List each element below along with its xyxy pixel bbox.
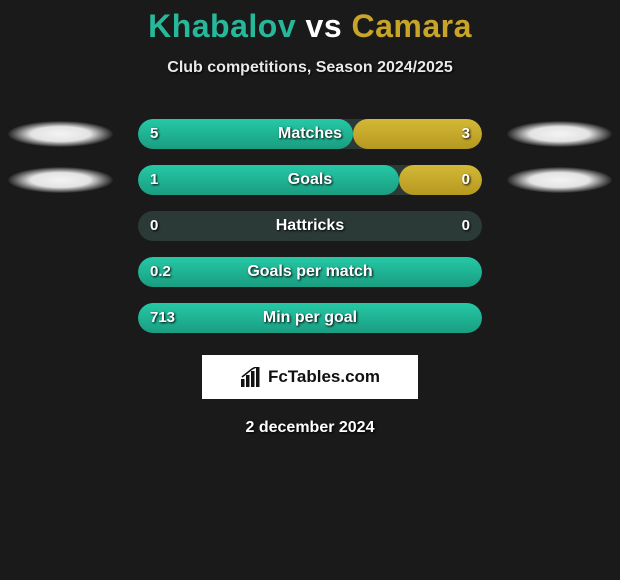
stat-row: Min per goal713 [0, 303, 620, 333]
title-player1: Khabalov [148, 8, 296, 44]
stats-rows: Matches53Goals10Hattricks00Goals per mat… [0, 119, 620, 333]
stat-label: Min per goal [138, 303, 482, 333]
page-title: Khabalov vs Camara [0, 0, 620, 45]
brand-text: FcTables.com [268, 367, 380, 387]
brand-badge[interactable]: FcTables.com [202, 355, 418, 399]
stat-value-right: 3 [462, 119, 470, 149]
stat-row: Goals per match0.2 [0, 257, 620, 287]
comparison-widget: Khabalov vs Camara Club competitions, Se… [0, 0, 620, 437]
stat-bar-track: Min per goal713 [138, 303, 482, 333]
player-shadow-right [507, 121, 612, 147]
title-vs: vs [306, 8, 343, 44]
player-shadow-left [8, 167, 113, 193]
stat-bar-track: Hattricks0 0 [138, 211, 482, 241]
stat-row: Matches5 3 [0, 119, 620, 149]
stat-label: Hattricks [138, 211, 482, 241]
stat-value-right: 0 [462, 165, 470, 195]
stat-value-left: 713 [150, 303, 175, 333]
stat-bar-track: Matches5 3 [138, 119, 482, 149]
stat-label: Matches [138, 119, 482, 149]
stat-bar-track: Goals per match0.2 [138, 257, 482, 287]
stat-row: Hattricks0 0 [0, 211, 620, 241]
title-player2: Camara [352, 8, 472, 44]
stat-value-left: 0.2 [150, 257, 171, 287]
player-shadow-right [507, 167, 612, 193]
player-shadow-left [8, 121, 113, 147]
stat-label: Goals per match [138, 257, 482, 287]
chart-bars-icon [240, 367, 262, 387]
stat-bar-track: Goals1 0 [138, 165, 482, 195]
stat-row: Goals1 0 [0, 165, 620, 195]
subtitle: Club competitions, Season 2024/2025 [0, 59, 620, 77]
footer-date: 2 december 2024 [0, 419, 620, 437]
stat-value-right: 0 [462, 211, 470, 241]
stat-value-left: 5 [150, 119, 158, 149]
stat-value-left: 1 [150, 165, 158, 195]
stat-value-left: 0 [150, 211, 158, 241]
stat-label: Goals [138, 165, 482, 195]
